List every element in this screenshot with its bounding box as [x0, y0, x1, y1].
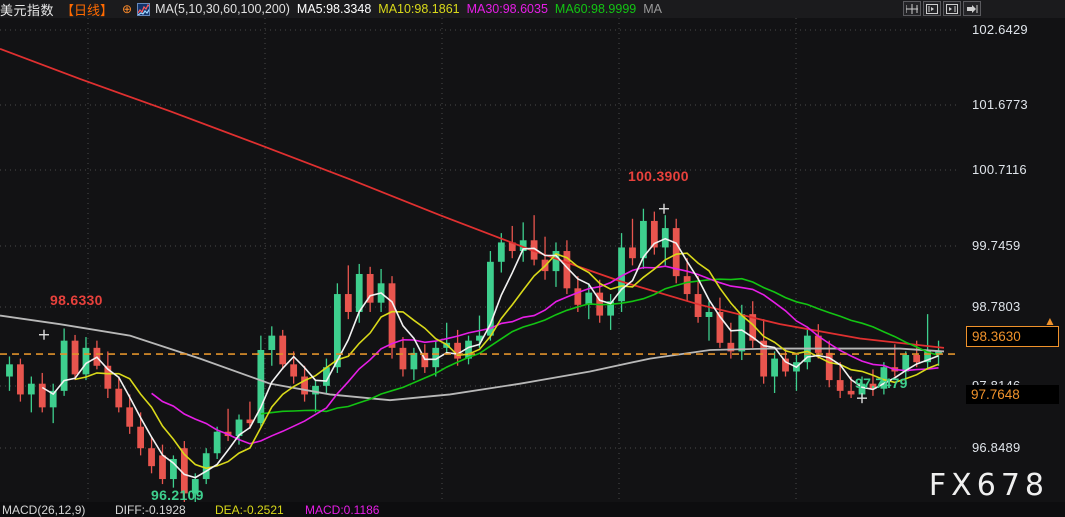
line-chart-icon[interactable] [137, 2, 151, 16]
last-price-value: 98.3630 [972, 329, 1021, 344]
ma-definition-label: MA(5,10,30,60,100,200) [155, 2, 290, 16]
price-axis-tick: 99.7459 [972, 238, 1021, 253]
crosshair-icon[interactable]: ⊕ [122, 2, 133, 16]
chart-header-bar: 美元指数 【日线】 ⊕ MA(5,10,30,60,100,200) MA5:9… [0, 0, 1065, 18]
symbol-name: 美元指数 [0, 2, 55, 18]
price-axis-tick: 102.6429 [972, 22, 1028, 37]
annotation-peak-high: 100.3900 [628, 168, 689, 184]
candlestick-chart-plot[interactable] [0, 18, 960, 502]
site-watermark: FX678 [928, 468, 1049, 503]
price-axis[interactable]: 102.6429 101.6773 100.7116 99.7459 98.7803 97… [960, 18, 1065, 517]
prev-close-badge: 97.7648 [966, 385, 1059, 404]
ma60-value-label: MA60:98.9999 [554, 2, 637, 16]
align-right-tool-button[interactable] [943, 1, 961, 16]
chart-canvas [0, 18, 960, 502]
price-axis-tick: 96.8489 [972, 440, 1021, 455]
price-axis-tick: 100.7116 [972, 162, 1027, 177]
macd-diff-value: DIFF:-0.1928 [115, 503, 186, 517]
crosshair-tool-button[interactable] [903, 1, 921, 16]
chart-toolbar [903, 1, 981, 16]
ma30-value-label: MA30:98.6035 [466, 2, 548, 16]
macd-dea-value: DEA:-0.2521 [215, 503, 284, 517]
macd-indicator-strip: MACD(26,12,9) DIFF:-0.1928 DEA:-0.2521 M… [0, 502, 1065, 517]
last-price-badge: 98.3630 [966, 326, 1059, 347]
macd-value: MACD:0.1186 [305, 503, 380, 517]
price-axis-tick: 98.7803 [972, 299, 1021, 314]
macd-title: MACD(26,12,9) [2, 503, 86, 517]
annotation-right-low: 97.7479 [855, 375, 908, 391]
align-left-tool-button[interactable] [923, 1, 941, 16]
annotation-bottom-low: 96.2109 [151, 487, 204, 503]
prev-close-value: 97.7648 [971, 387, 1020, 402]
ma10-value-label: MA10:98.1861 [378, 2, 460, 16]
ma-tail-label: MA [643, 2, 662, 16]
symbol-period: 【日线】 [61, 2, 114, 18]
ma5-value-label: MA5:98.3348 [296, 2, 372, 16]
up-arrow-icon: ▲ [1044, 314, 1056, 328]
price-axis-tick: 101.6773 [972, 97, 1028, 112]
shift-right-tool-button[interactable] [963, 1, 981, 16]
annotation-left-high: 98.6330 [50, 292, 103, 308]
